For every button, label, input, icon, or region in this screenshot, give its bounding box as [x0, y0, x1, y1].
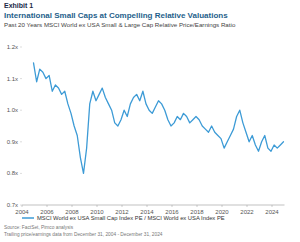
exhibit-label: Exhibit 1 [4, 2, 33, 9]
x-tick-label: 2004 [15, 209, 29, 215]
y-tick [20, 47, 22, 48]
x-tick [47, 205, 48, 207]
y-tick [20, 141, 22, 142]
x-tick-label: 2010 [90, 209, 104, 215]
x-tick-label: 2020 [215, 209, 229, 215]
x-tick-label: 2014 [140, 209, 154, 215]
x-tick [122, 205, 123, 207]
y-tick-label: 1.1x [7, 76, 18, 82]
y-tick [20, 110, 22, 111]
x-tick [172, 205, 173, 207]
title: International Small Caps at Compelling R… [4, 11, 228, 20]
x-tick-label: 2022 [240, 209, 254, 215]
x-tick [247, 205, 248, 207]
plot-area [34, 63, 284, 174]
footnote: Source: FactSet, Pimco analysis [4, 225, 74, 230]
x-tick [272, 205, 273, 207]
y-tick-label: 0.7x [7, 202, 18, 208]
y-tick-label: 0.9x [7, 139, 18, 145]
y-tick [20, 173, 22, 174]
x-tick [22, 205, 23, 207]
y-tick-label: 1.2x [7, 44, 18, 50]
x-tick [72, 205, 73, 207]
y-tick [20, 205, 22, 206]
footnote: Trailing price/earnings data from Decemb… [4, 232, 163, 237]
subtitle: Past 20 Years MSCI World ex USA Small & … [4, 21, 236, 28]
x-tick-label: 2012 [115, 209, 129, 215]
y-tick [20, 78, 22, 79]
x-tick-label: 2008 [65, 209, 79, 215]
series-line [34, 63, 284, 174]
y-tick-label: 0.8x [7, 170, 18, 176]
x-tick-label: 2024 [265, 209, 279, 215]
chart: Exhibit 1 International Small Caps at Com… [0, 0, 300, 242]
x-tick-label: 2016 [165, 209, 179, 215]
x-tick-label: 2006 [40, 209, 54, 215]
x-tick [197, 205, 198, 207]
legend-swatch [22, 217, 34, 219]
x-axis [22, 205, 285, 206]
x-tick [97, 205, 98, 207]
x-tick-label: 2018 [190, 209, 204, 215]
x-tick [147, 205, 148, 207]
x-tick [222, 205, 223, 207]
legend-label: MSCI World ex USA Small Cap Index PE / M… [37, 215, 225, 221]
y-tick-label: 1.0x [7, 107, 18, 113]
